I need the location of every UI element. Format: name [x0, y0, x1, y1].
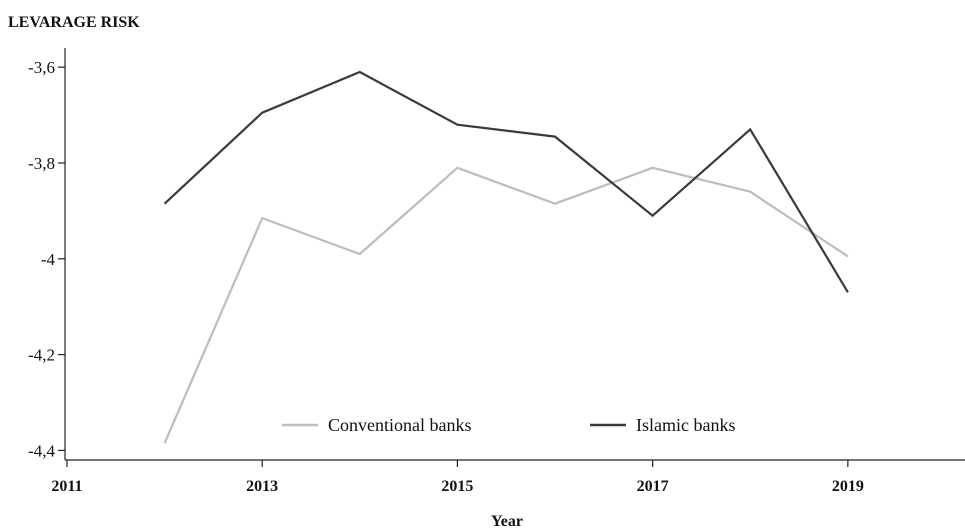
legend-label: Islamic banks [636, 415, 735, 435]
series-conventional-banks [163, 166, 849, 444]
x-axis: 2011 2013 2015 2017 2019 [51, 459, 965, 495]
x-axis-label: Year [491, 513, 523, 530]
x-tick-label: 2017 [637, 478, 669, 495]
x-tick-label: 2013 [246, 478, 278, 495]
series-line [163, 166, 849, 444]
legend: Conventional banks Islamic banks [282, 415, 735, 435]
legend-label: Conventional banks [328, 415, 471, 435]
series-line [163, 70, 849, 293]
series-layer [163, 70, 849, 444]
y-tick-label: -4,4 [28, 441, 55, 460]
y-tick-label: -3,8 [28, 154, 55, 173]
series-islamic-banks [163, 70, 849, 293]
x-tick-label: 2011 [51, 478, 82, 495]
y-tick-label: -4 [41, 250, 56, 269]
chart-title: LEVARAGE RISK [8, 14, 140, 31]
y-axis: -3,6 -3,8 -4 -4,2 -4,4 [28, 48, 66, 460]
y-tick-label: -3,6 [28, 58, 55, 77]
x-tick-label: 2019 [832, 478, 864, 495]
y-tick-label: -4,2 [28, 346, 55, 365]
x-tick-label: 2015 [441, 478, 473, 495]
